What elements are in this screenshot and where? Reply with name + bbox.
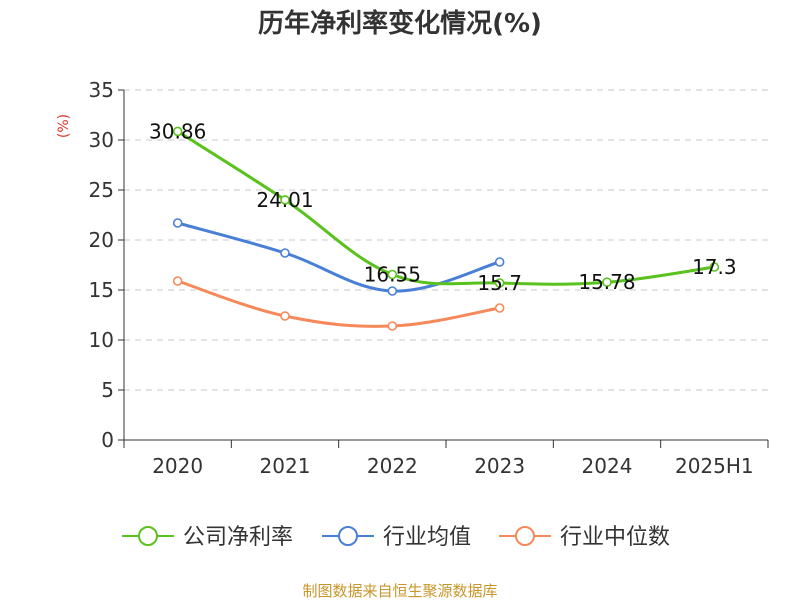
data-point	[172, 126, 183, 137]
y-axis-label: (%)	[56, 114, 72, 138]
data-point	[494, 278, 505, 288]
x-tick-label: 2024	[582, 454, 633, 478]
data-point	[172, 218, 183, 228]
data-point	[494, 257, 505, 267]
data-point	[387, 269, 398, 280]
x-tick-label: 2021	[260, 454, 311, 478]
x-tick-label: 2023	[474, 454, 525, 478]
data-point	[280, 311, 290, 321]
y-tick-label: 25	[89, 178, 114, 202]
y-tick-label: 35	[89, 78, 114, 102]
data-labels: 30.86 24.01 16.55 15.7 15.78 17.3	[149, 119, 737, 295]
data-label: 15.78	[578, 270, 635, 294]
x-tick-label: 2020	[152, 454, 203, 478]
y-tick-label: 5	[101, 378, 114, 402]
axes: 0 5 10 15 20 25 30 35 2020 2021 2022 2023 2024 2025H1	[89, 78, 769, 478]
legend-marker	[338, 526, 358, 546]
y-tick-label: 30	[89, 128, 114, 152]
x-tick-label: 2022	[367, 454, 418, 478]
series-line	[176, 279, 502, 328]
data-label: 16.55	[364, 263, 421, 287]
series-lines	[172, 126, 720, 331]
legend: 公司净利率 行业均值 行业中位数	[122, 525, 670, 550]
data-point	[172, 276, 183, 286]
data-label: 17.3	[692, 255, 737, 279]
data-point	[387, 321, 398, 331]
y-tick-label: 20	[89, 228, 114, 252]
legend-label: 公司净利率	[183, 525, 293, 550]
legend-label: 行业中位数	[560, 525, 670, 550]
legend-marker	[515, 526, 535, 546]
grid-lines	[124, 89, 768, 391]
data-point	[494, 303, 505, 313]
data-point	[387, 286, 398, 296]
series-line	[176, 221, 502, 293]
x-tick-label: 2025H1	[675, 454, 754, 478]
source-note: 制图数据来自恒生聚源数据库	[302, 582, 497, 600]
y-tick-label: 15	[89, 278, 114, 302]
data-label: 30.86	[149, 119, 206, 143]
legend-label: 行业均值	[383, 525, 471, 550]
legend-marker	[138, 526, 158, 546]
chart-title: 历年净利率变化情况(%)	[258, 8, 542, 39]
data-point	[602, 277, 612, 288]
data-point	[280, 195, 290, 205]
data-label: 15.7	[477, 271, 522, 295]
y-tick-label: 0	[101, 428, 114, 452]
data-point	[709, 262, 720, 272]
data-point	[280, 248, 290, 258]
y-tick-label: 10	[89, 328, 114, 352]
series-line	[176, 129, 716, 286]
data-label: 24.01	[256, 188, 313, 212]
